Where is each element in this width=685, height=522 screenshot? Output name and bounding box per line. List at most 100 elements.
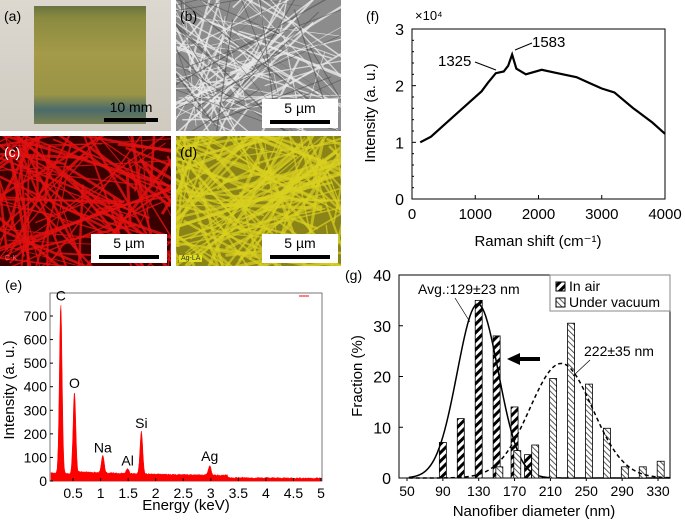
y-axis-title: Intensity (a. u.) <box>362 63 379 162</box>
fiber <box>176 139 257 224</box>
fiber <box>176 49 207 83</box>
bar-under-vacuum <box>549 378 558 479</box>
fiber <box>182 194 270 242</box>
fiber <box>301 173 341 213</box>
x-tick-label: 4 <box>262 485 270 501</box>
fiber <box>176 136 262 193</box>
fiber <box>199 0 280 35</box>
fiber <box>130 136 144 200</box>
fiber <box>176 70 249 131</box>
y-tick-label: 0 <box>382 471 391 488</box>
fiber <box>332 136 341 179</box>
y-axis-title: Fraction (%) <box>349 335 366 417</box>
x-axis-title: Nanofiber diameter (nm) <box>453 503 616 520</box>
bar-under-vacuum <box>620 466 629 479</box>
fiber <box>176 136 250 216</box>
legend-swatch-under-vacuum <box>555 297 566 308</box>
fiber <box>34 198 97 224</box>
x-tick-label: 2000 <box>522 206 555 223</box>
fiber <box>328 145 341 160</box>
fiber <box>222 11 319 104</box>
fiber <box>264 142 281 266</box>
bar-in-air <box>474 299 483 479</box>
fiber <box>267 150 338 203</box>
panel-c-carbon-map: (c) C-K 5 µm <box>0 136 171 266</box>
fiber <box>176 0 290 54</box>
legend-label-under-vacuum: Under vacuum <box>569 294 660 310</box>
x-tick-label: 3.5 <box>229 485 249 501</box>
bar-under-vacuum <box>495 466 504 479</box>
fiber <box>95 209 171 240</box>
fiber <box>244 21 337 57</box>
film-sample <box>34 6 146 124</box>
fiber <box>201 0 280 61</box>
fiber <box>176 136 187 247</box>
fiber <box>176 29 259 73</box>
fiber <box>318 162 341 189</box>
fiber <box>0 257 70 266</box>
x-tick-label: 3000 <box>585 206 618 223</box>
x-tick-label: 4000 <box>648 206 681 223</box>
peak-label: Ag <box>201 448 218 464</box>
y-tick-label: 600 <box>24 332 48 348</box>
x-tick-label: 250 <box>575 483 599 499</box>
y-tick-label: 400 <box>24 379 48 395</box>
fiber <box>176 156 253 194</box>
fiber <box>0 181 8 251</box>
x-tick-label: 90 <box>435 483 451 499</box>
scale-bar: 5 µm <box>91 234 167 263</box>
fiber <box>182 118 232 121</box>
fiber <box>0 156 150 219</box>
fiber <box>176 35 341 110</box>
fiber <box>0 136 44 170</box>
x-tick-label: 0 <box>408 206 416 223</box>
fiber <box>176 187 341 240</box>
fiber <box>35 136 39 199</box>
fiber <box>194 10 304 118</box>
x-tick-label: 2.5 <box>174 485 194 501</box>
fiber <box>264 136 304 148</box>
map-tag: Ag-LA <box>179 255 203 262</box>
raman-spectrum-chart: 0 1 2 3 0 1000 2000 3000 4000 ×10⁴ Raman shift (cm… <box>362 8 682 250</box>
y-tick-label: 100 <box>24 449 48 465</box>
fiber <box>176 0 199 6</box>
fiber <box>0 143 103 147</box>
y-tick-label: 300 <box>24 402 48 418</box>
scale-bar: 5 µm <box>262 99 338 128</box>
fiber <box>258 0 279 96</box>
bar-under-vacuum <box>585 383 593 479</box>
fiber <box>216 136 231 162</box>
fiber <box>182 0 332 97</box>
fiber <box>277 161 341 182</box>
fiber <box>176 189 270 266</box>
fiber <box>134 165 142 192</box>
fiber <box>264 69 315 87</box>
x-tick-label: 1 <box>97 485 105 501</box>
x-tick-label: 330 <box>646 483 670 499</box>
fiber <box>176 0 327 86</box>
fiber <box>183 97 212 121</box>
panel-label: (a) <box>4 8 22 24</box>
x-tick-label: 50 <box>399 483 415 499</box>
scale-bar: 5 µm <box>262 234 338 263</box>
y-tick-label: 20 <box>373 370 391 387</box>
axis-multiplier: ×10⁴ <box>415 8 443 23</box>
y-tick-label: 0 <box>395 192 404 209</box>
legend-box <box>549 274 671 312</box>
fiber <box>0 198 125 203</box>
plot-frame <box>49 292 323 482</box>
fiber <box>0 187 171 252</box>
fiber <box>197 181 225 266</box>
fiber <box>233 65 325 113</box>
fiber <box>225 169 304 266</box>
x-tick-label: 1.5 <box>118 485 138 501</box>
peak-label: O <box>69 375 80 391</box>
fiber <box>149 136 156 185</box>
y-tick-label: 0 <box>39 473 47 489</box>
x-tick-label: 4.5 <box>284 485 304 501</box>
x-tick-label: 210 <box>539 483 563 499</box>
panel-label-e: (e) <box>5 277 22 293</box>
fiber <box>186 50 236 131</box>
bar-under-vacuum <box>656 460 665 479</box>
fiber <box>198 45 290 107</box>
